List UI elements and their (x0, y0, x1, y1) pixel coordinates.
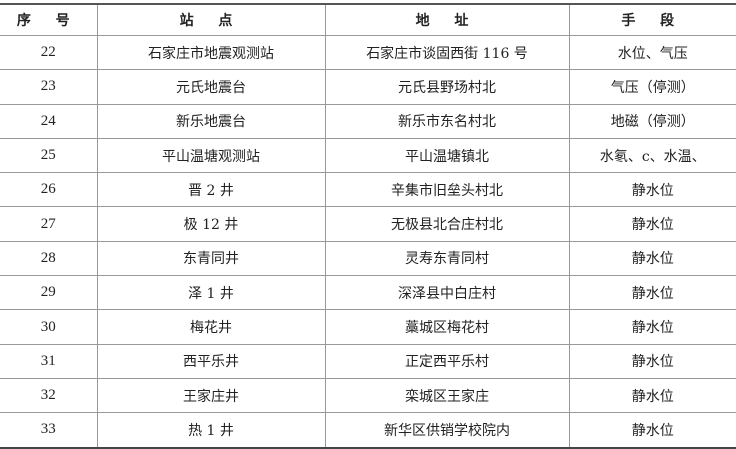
cell-no: 27 (0, 206, 97, 242)
cell-station: 梅花井 (96, 309, 325, 345)
cell-method: 水氡、c、水温、 (568, 138, 736, 174)
header-row: 序 号 站 点 地 址 手 段 (0, 4, 736, 36)
table-row: 32 王家庄井 栾城区王家庄 静水位 (0, 378, 736, 414)
cell-address: 正定西平乐村 (324, 344, 569, 379)
header-method: 手 段 (568, 4, 736, 36)
table-row: 30 梅花井 藁城区梅花村 静水位 (0, 309, 736, 345)
cell-no: 24 (0, 104, 97, 139)
cell-method: 静水位 (568, 172, 736, 208)
station-table: 序 号 站 点 地 址 手 段 22 石家庄市地震观测站 石家庄市谈固西街 116 … (0, 3, 736, 449)
table-row: 31 西平乐井 正定西平乐村 静水位 (0, 344, 736, 379)
table-row: 26 晋 2 井辛集市旧垒头村北 静水位 (0, 172, 736, 208)
cell-no: 31 (0, 344, 97, 379)
cell-station: 东青同井 (96, 241, 325, 277)
cell-address: 平山温塘镇北 (324, 138, 569, 174)
cell-address: 元氏县野场村北 (324, 69, 569, 105)
table-row: 22 石家庄市地震观测站 石家庄市谈固西街 116 号水位、气压 (0, 35, 736, 71)
cell-method: 静水位 (568, 241, 736, 277)
table-row: 33 热 1 井新华区供销学校院内 静水位 (0, 412, 736, 449)
cell-method: 静水位 (568, 275, 736, 311)
table-row: 28 东青同井 灵寿东青同村 静水位 (0, 241, 736, 277)
cell-station: 泽 1 井 (96, 275, 325, 311)
cell-method: 静水位 (568, 206, 736, 242)
cell-address: 栾城区王家庄 (324, 378, 569, 414)
cell-method: 气压（停测） (568, 69, 736, 105)
cell-no: 25 (0, 138, 97, 174)
cell-address: 辛集市旧垒头村北 (324, 172, 569, 208)
cell-address: 灵寿东青同村 (324, 241, 569, 277)
table-row: 23 元氏地震台 元氏县野场村北 气压（停测） (0, 69, 736, 105)
cell-method: 静水位 (568, 412, 736, 449)
cell-no: 22 (0, 35, 97, 71)
header-address: 地 址 (324, 4, 569, 36)
cell-no: 29 (0, 275, 97, 311)
cell-station: 王家庄井 (96, 378, 325, 414)
cell-address: 新乐市东名村北 (324, 104, 569, 139)
cell-station: 新乐地震台 (96, 104, 325, 139)
cell-station: 晋 2 井 (96, 172, 325, 208)
cell-method: 静水位 (568, 344, 736, 379)
cell-station: 热 1 井 (96, 412, 325, 449)
cell-address: 石家庄市谈固西街 116 号 (324, 35, 569, 71)
table-row: 24 新乐地震台 新乐市东名村北 地磁（停测） (0, 104, 736, 139)
cell-no: 26 (0, 172, 97, 208)
cell-station: 极 12 井 (96, 206, 325, 242)
cell-no: 32 (0, 378, 97, 414)
cell-station: 元氏地震台 (96, 69, 325, 105)
cell-method: 水位、气压 (568, 35, 736, 71)
cell-station: 西平乐井 (96, 344, 325, 379)
cell-no: 30 (0, 309, 97, 345)
cell-address: 深泽县中白庄村 (324, 275, 569, 311)
table-row: 29 泽 1 井深泽县中白庄村 静水位 (0, 275, 736, 311)
header-station: 站 点 (96, 4, 325, 36)
cell-no: 23 (0, 69, 97, 105)
table-row: 25 平山温塘观测站 平山温塘镇北 水氡、c、水温、 (0, 138, 736, 174)
cell-station: 石家庄市地震观测站 (96, 35, 325, 71)
cell-no: 28 (0, 241, 97, 277)
cell-address: 新华区供销学校院内 (324, 412, 569, 449)
cell-method: 静水位 (568, 378, 736, 414)
cell-station: 平山温塘观测站 (96, 138, 325, 174)
cell-address: 无极县北合庄村北 (324, 206, 569, 242)
header-no: 序 号 (0, 4, 97, 36)
cell-address: 藁城区梅花村 (324, 309, 569, 345)
cell-method: 地磁（停测） (568, 104, 736, 139)
cell-method: 静水位 (568, 309, 736, 345)
cell-no: 33 (0, 412, 97, 449)
table-row: 27 极 12 井无极县北合庄村北 静水位 (0, 206, 736, 242)
